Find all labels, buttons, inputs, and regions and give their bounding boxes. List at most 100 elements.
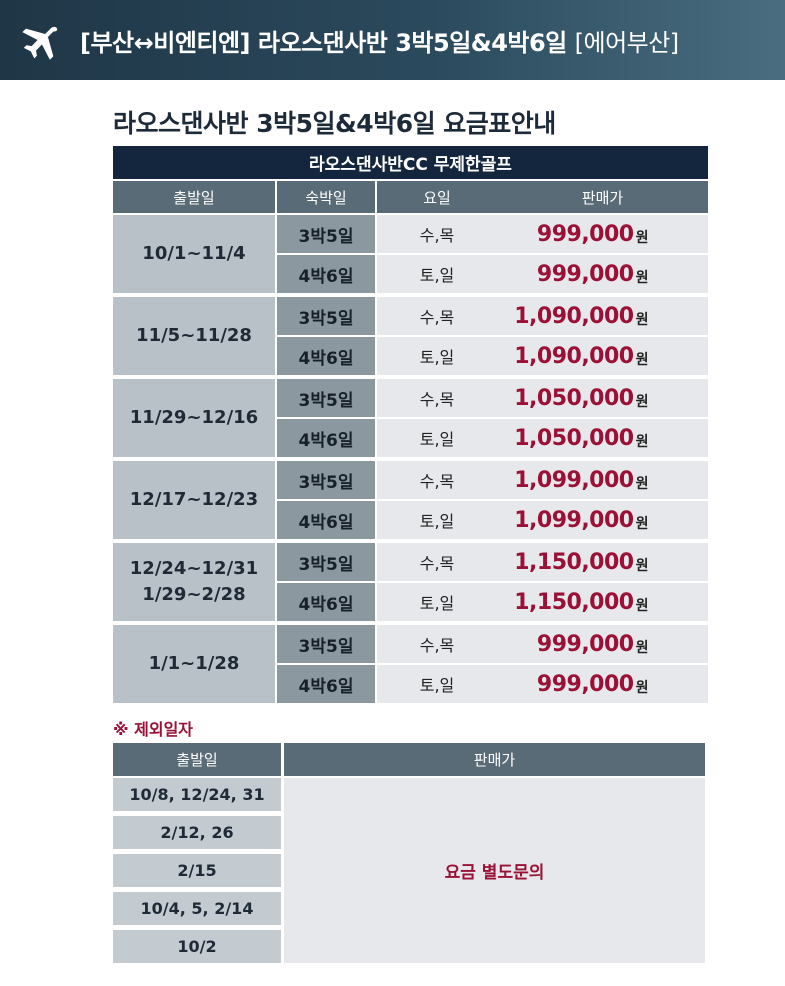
price-group: 1/1~1/28 3박5일 수,목 999,000 원 4박6일 토,일 999,000 원 — [113, 625, 708, 703]
table-row: 수,목 999,000 원 — [377, 215, 708, 253]
price-group: 11/5~11/28 3박5일 수,목 1,090,000 원 4박6일 토,일 1,090,… — [113, 297, 708, 375]
ex-col-header-price: 판매가 — [284, 743, 705, 776]
departure-date-range: 11/5~11/28 — [136, 324, 252, 346]
group-departure-dates: 12/17~12/23 — [113, 461, 275, 539]
table-row: 수,목 1,050,000 원 — [377, 379, 708, 417]
exclusions-header-row: 출발일 판매가 — [113, 743, 705, 776]
price-cell: 1,150,000 원 — [514, 543, 648, 581]
price-amount: 999,000 — [536, 671, 634, 697]
price-group: 10/1~11/4 3박5일 수,목 999,000 원 4박6일 토,일 999,000 원 — [113, 215, 708, 293]
price-cell: 999,000 원 — [536, 625, 649, 663]
exclusion-date-cell: 2/12, 26 — [113, 816, 281, 849]
nights-cell: 4박6일 — [277, 419, 375, 457]
weekday-cell: 수,목 — [419, 226, 455, 245]
price-group: 11/29~12/16 3박5일 수,목 1,050,000 원 4박6일 토,일 1,050… — [113, 379, 708, 457]
nights-cell: 3박5일 — [277, 461, 375, 499]
airline-label: [에어부산] — [574, 28, 680, 57]
currency-unit: 원 — [635, 476, 649, 492]
weekday-cell: 토,일 — [419, 594, 455, 613]
col-header-days: 요일 — [377, 181, 497, 213]
col-header-nights: 숙박일 — [277, 181, 375, 213]
nights-cell: 3박5일 — [277, 379, 375, 417]
weekday-cell: 수,목 — [419, 390, 455, 409]
price-group: 12/24~12/31 1/29~2/28 3박5일 수,목 1,150,000 원 4박6… — [113, 543, 708, 621]
price-amount: 1,090,000 — [514, 303, 634, 329]
currency-unit: 원 — [635, 270, 649, 286]
airplane-icon — [22, 26, 58, 60]
exclusions-heading: ※ 제외일자 — [113, 720, 194, 739]
price-amount: 1,150,000 — [514, 549, 634, 575]
weekday-cell: 수,목 — [419, 472, 455, 491]
nights-cell: 4박6일 — [277, 665, 375, 703]
weekday-cell: 토,일 — [419, 430, 455, 449]
price-amount: 999,000 — [536, 631, 634, 657]
price-cell: 1,050,000 원 — [514, 419, 648, 457]
nights-cell: 4박6일 — [277, 583, 375, 621]
currency-unit: 원 — [635, 312, 649, 328]
group-departure-dates: 10/1~11/4 — [113, 215, 275, 293]
exclusions-price-note: 요금 별도문의 — [284, 778, 705, 963]
exclusion-date-cell: 10/4, 5, 2/14 — [113, 892, 281, 925]
nights-cell: 3박5일 — [277, 625, 375, 663]
price-cell: 1,099,000 원 — [514, 501, 648, 539]
departure-date-range: 10/1~11/4 — [142, 242, 246, 264]
nights-cell: 3박5일 — [277, 297, 375, 335]
currency-unit: 원 — [635, 516, 649, 532]
route-title: [부산↔비엔티엔] 라오스댄사반 3박5일&4박6일 — [80, 28, 567, 57]
table-row: 토,일 1,050,000 원 — [377, 419, 708, 457]
departure-date-range: 1/29~2/28 — [142, 584, 246, 605]
price-cell: 1,150,000 원 — [514, 583, 648, 621]
column-header-row: 출발일 숙박일 요일 판매가 — [113, 181, 708, 213]
ex-col-header-departure: 출발일 — [113, 743, 281, 776]
price-cell: 999,000 원 — [536, 665, 649, 703]
weekday-cell: 토,일 — [419, 676, 455, 695]
nights-cell: 4박6일 — [277, 255, 375, 293]
exclusion-date-cell: 2/15 — [113, 854, 281, 887]
table-header: 라오스댄사반CC 무제한골프 — [113, 146, 708, 179]
table-row: 토,일 999,000 원 — [377, 255, 708, 293]
exclusion-date-cell: 10/2 — [113, 930, 281, 963]
table-row: 토,일 999,000 원 — [377, 665, 708, 703]
departure-date-range: 12/24~12/31 — [129, 557, 259, 579]
exclusion-date-cell: 10/8, 12/24, 31 — [113, 778, 281, 811]
price-amount: 1,099,000 — [514, 467, 634, 493]
table-row: 수,목 1,090,000 원 — [377, 297, 708, 335]
currency-unit: 원 — [635, 598, 649, 614]
col-header-price: 판매가 — [497, 181, 708, 213]
table-row: 토,일 1,090,000 원 — [377, 337, 708, 375]
price-amount: 1,050,000 — [514, 425, 634, 451]
table-row: 수,목 999,000 원 — [377, 625, 708, 663]
weekday-cell: 수,목 — [419, 636, 455, 655]
currency-unit: 원 — [635, 230, 649, 246]
departure-date-range: 12/17~12/23 — [129, 488, 259, 510]
nights-cell: 4박6일 — [277, 501, 375, 539]
price-amount: 1,099,000 — [514, 507, 634, 533]
price-cell: 1,050,000 원 — [514, 379, 648, 417]
currency-unit: 원 — [635, 680, 649, 696]
currency-unit: 원 — [635, 558, 649, 574]
banner-title: [부산↔비엔티엔] 라오스댄사반 3박5일&4박6일 [에어부산] — [80, 23, 679, 58]
price-cell: 1,099,000 원 — [514, 461, 648, 499]
nights-cell: 4박6일 — [277, 337, 375, 375]
weekday-cell: 수,목 — [419, 308, 455, 327]
group-departure-dates: 11/5~11/28 — [113, 297, 275, 375]
departure-date-range: 1/1~1/28 — [148, 652, 240, 674]
weekday-cell: 토,일 — [419, 512, 455, 531]
col-header-departure: 출발일 — [113, 181, 275, 213]
price-amount: 999,000 — [536, 221, 634, 247]
weekday-cell: 토,일 — [419, 348, 455, 367]
price-cell: 999,000 원 — [537, 255, 649, 293]
group-departure-dates: 1/1~1/28 — [113, 625, 275, 703]
group-departure-dates: 11/29~12/16 — [113, 379, 275, 457]
currency-unit: 원 — [635, 394, 649, 410]
price-cell: 999,000 원 — [536, 215, 649, 253]
currency-unit: 원 — [635, 434, 649, 450]
page-title: 라오스댄사반 3박5일&4박6일 요금표안내 — [113, 109, 556, 138]
group-departure-dates: 12/24~12/31 1/29~2/28 — [113, 543, 275, 621]
weekday-cell: 토,일 — [419, 266, 455, 285]
price-amount: 1,150,000 — [514, 589, 634, 615]
price-group: 12/17~12/23 3박5일 수,목 1,099,000 원 4박6일 토,일 1,099… — [113, 461, 708, 539]
currency-unit: 원 — [635, 352, 649, 368]
price-amount: 1,090,000 — [514, 343, 634, 369]
departure-date-range: 11/29~12/16 — [129, 406, 259, 428]
